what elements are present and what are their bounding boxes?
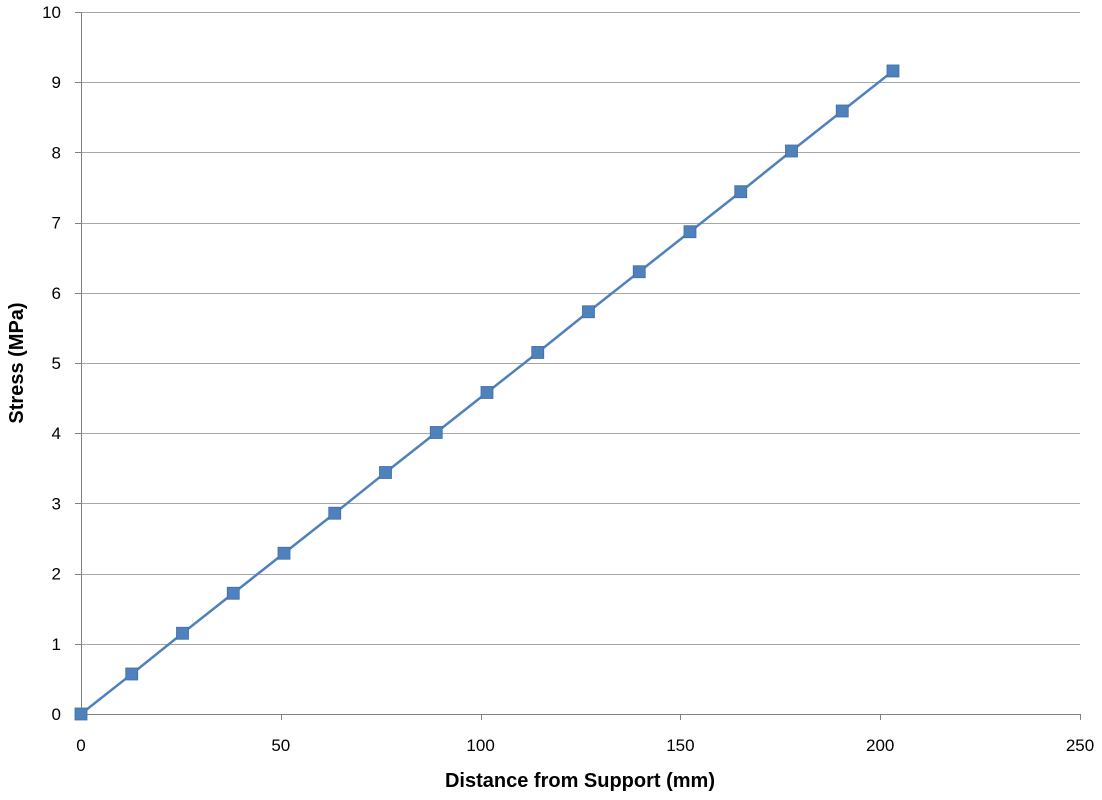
- data-point-marker: [74, 707, 88, 721]
- data-point-marker: [480, 386, 494, 399]
- series: [74, 64, 900, 721]
- x-tick-label: 50: [271, 736, 290, 755]
- y-axis-title: Stress (MPa): [6, 302, 28, 423]
- y-tick-label: 4: [52, 424, 61, 443]
- y-tick-label: 0: [52, 705, 61, 724]
- x-tick-label: 100: [466, 736, 494, 755]
- data-point-marker: [328, 506, 342, 520]
- data-point-marker: [226, 586, 240, 600]
- data-point-marker: [886, 64, 900, 78]
- gridlines: [81, 12, 1080, 645]
- y-tick-label: 2: [52, 565, 61, 584]
- data-point-marker: [734, 185, 748, 199]
- x-axis-title: Distance from Support (mm): [445, 770, 715, 792]
- data-point-marker: [531, 346, 545, 359]
- data-point-marker: [277, 546, 291, 560]
- data-point-marker: [835, 104, 849, 118]
- y-tick-label: 10: [42, 3, 61, 22]
- data-point-marker: [379, 466, 392, 479]
- y-tick-label: 6: [52, 284, 61, 303]
- x-tick-label: 200: [866, 736, 894, 755]
- data-point-marker: [582, 305, 595, 319]
- x-tick-label: 0: [76, 736, 85, 755]
- x-tick-label: 150: [666, 736, 694, 755]
- y-tick-label: 7: [52, 214, 61, 233]
- y-tick-label: 5: [52, 354, 61, 373]
- y-tick-label: 9: [52, 73, 61, 92]
- data-point-marker: [176, 626, 189, 640]
- y-tick-label: 1: [52, 635, 61, 654]
- x-tick-label: 250: [1066, 736, 1094, 755]
- data-point-marker: [785, 144, 798, 158]
- y-tick-label: 8: [52, 143, 61, 162]
- data-point-marker: [683, 225, 697, 239]
- data-point-marker: [632, 265, 646, 279]
- data-point-marker: [429, 426, 443, 439]
- axes: [75, 12, 1081, 720]
- y-tick-label: 3: [52, 494, 61, 513]
- data-point-marker: [125, 667, 139, 681]
